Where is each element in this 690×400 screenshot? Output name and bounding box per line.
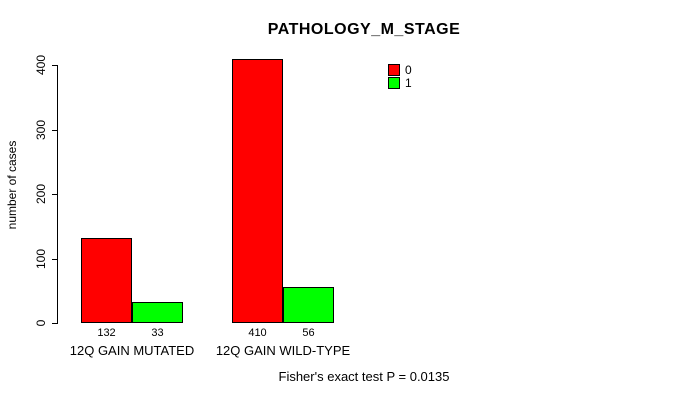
legend-label: 0 [405,63,412,77]
y-tick-mark [52,323,58,324]
y-tick-mark [52,130,58,131]
legend-label: 1 [405,76,412,90]
chart-title: PATHOLOGY_M_STAGE [267,21,461,38]
bar-value-label: 410 [248,327,267,339]
bar-value-label: 56 [302,327,315,339]
category-label: 12Q GAIN MUTATED [69,343,195,358]
y-tick-label: 0 [34,319,48,327]
annotation-fisher-test: Fisher's exact test P = 0.0135 [278,369,450,384]
legend-entry: 1 [388,77,412,89]
bar-12q-gain-wild-type-series-0 [232,59,283,323]
y-tick-label: 100 [34,248,48,270]
bar-value-label: 132 [97,327,116,339]
y-axis-label: number of cases [5,140,19,230]
bar-12q-gain-mutated-series-0 [81,238,132,323]
legend-entry: 0 [388,64,412,76]
bar-12q-gain-wild-type-series-1 [283,287,334,323]
bar-12q-gain-mutated-series-1 [132,302,183,323]
y-tick-mark [52,65,58,66]
category-label: 12Q GAIN WILD-TYPE [215,343,351,358]
y-tick-mark [52,194,58,195]
bar-value-label: 33 [151,327,164,339]
y-tick-label: 400 [34,54,48,76]
y-tick-label: 300 [34,119,48,141]
legend-swatch [388,64,400,76]
legend-swatch [388,77,400,89]
y-tick-mark [52,259,58,260]
y-tick-label: 200 [34,183,48,205]
